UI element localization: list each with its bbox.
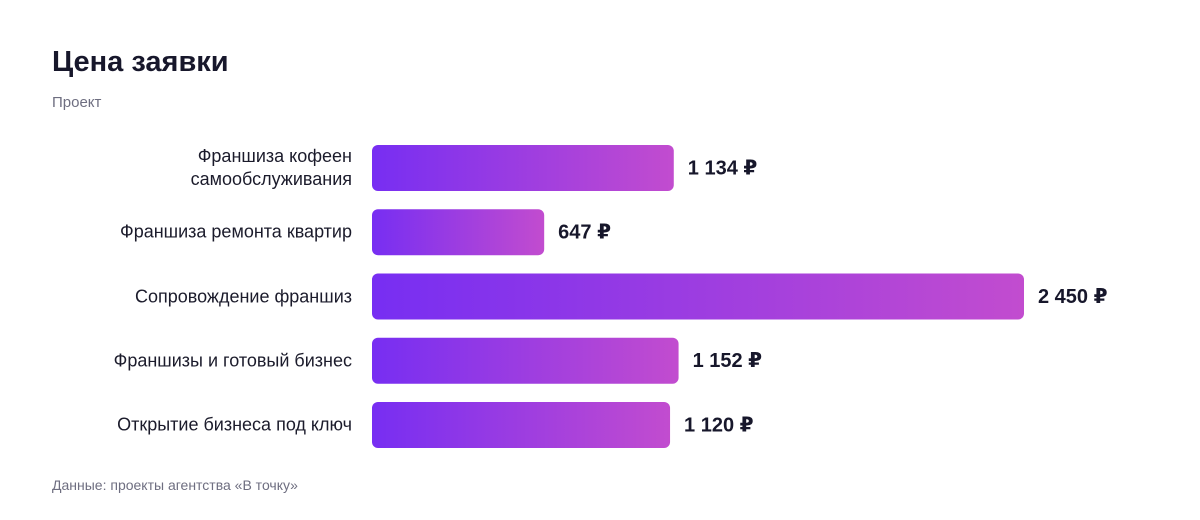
category-label: Франшизы и готовый бизнес [113,350,352,371]
value-label: 2 450 ₽ [1038,286,1108,308]
category-label: Сопровождение франшиз [134,286,352,306]
value-label: 1 152 ₽ [693,350,763,372]
source-note: Данные: проекты агентства «В точку» [52,477,298,493]
chart-subtitle: Проект [52,94,102,111]
value-label: 1 134 ₽ [688,157,758,179]
value-label: 647 ₽ [558,222,611,244]
bar [372,145,674,191]
category-label: Открытие бизнеса под ключ [117,414,352,435]
bar [372,337,679,384]
bar [372,273,1024,320]
bar [372,402,671,448]
category-label: Франшиза кофеен самообслуживания [190,146,352,189]
value-label: 1 120 ₽ [684,414,754,436]
category-label: Франшиза ремонта квартир [120,221,352,242]
bar [372,209,545,256]
chart-title: Цена заявки [52,46,229,78]
